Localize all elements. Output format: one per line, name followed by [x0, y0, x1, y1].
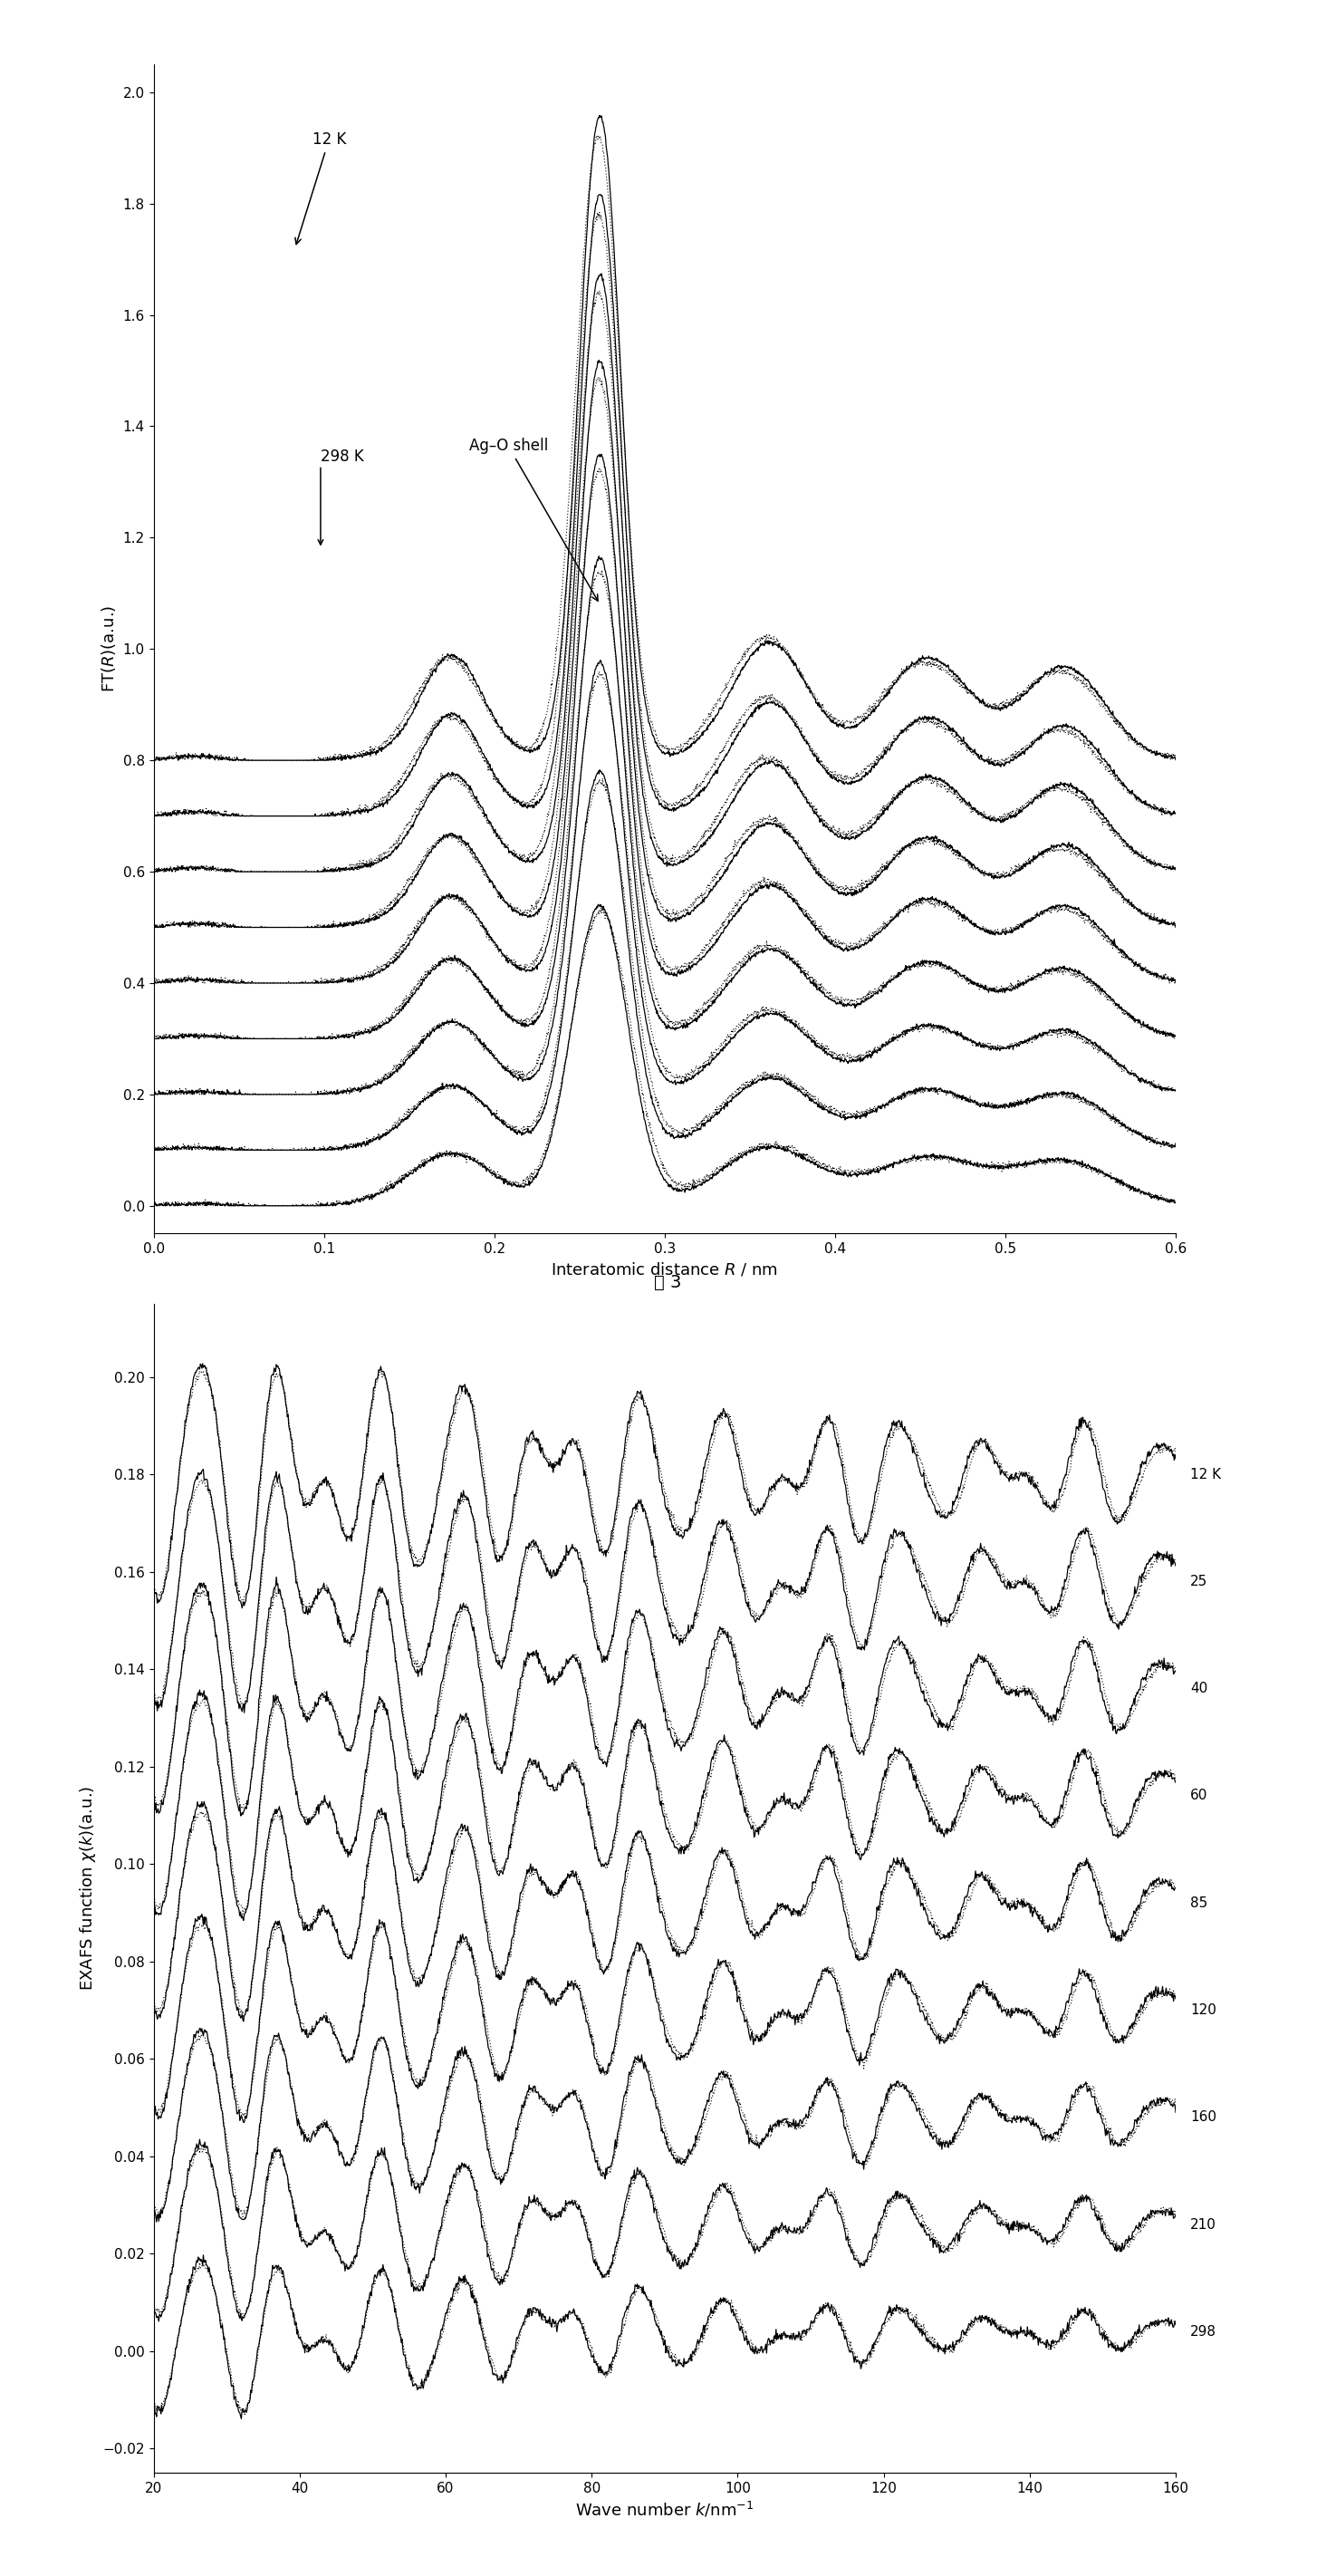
Text: 120: 120 [1190, 2004, 1217, 2017]
Text: 图 3: 图 3 [655, 1275, 681, 1291]
Text: 60: 60 [1190, 1788, 1208, 1803]
X-axis label: Wave number $k$/nm$^{-1}$: Wave number $k$/nm$^{-1}$ [576, 2501, 754, 2519]
Text: 40: 40 [1190, 1682, 1208, 1695]
Text: 298 K: 298 K [321, 448, 363, 466]
Text: Ag–O shell: Ag–O shell [469, 438, 599, 600]
Y-axis label: EXAFS function $\chi$($k$)(a.u.): EXAFS function $\chi$($k$)(a.u.) [77, 1785, 98, 1991]
Text: 210: 210 [1190, 2218, 1217, 2231]
Text: 85: 85 [1190, 1896, 1208, 1909]
Text: 12 K: 12 K [1190, 1468, 1221, 1481]
Y-axis label: FT($R$)(a.u.): FT($R$)(a.u.) [100, 605, 118, 693]
Text: 298: 298 [1190, 2326, 1217, 2339]
Text: 160: 160 [1190, 2110, 1217, 2125]
Text: 12 K: 12 K [295, 131, 346, 245]
Text: 25: 25 [1190, 1574, 1208, 1589]
X-axis label: Interatomic distance $R$ / nm: Interatomic distance $R$ / nm [550, 1262, 779, 1278]
